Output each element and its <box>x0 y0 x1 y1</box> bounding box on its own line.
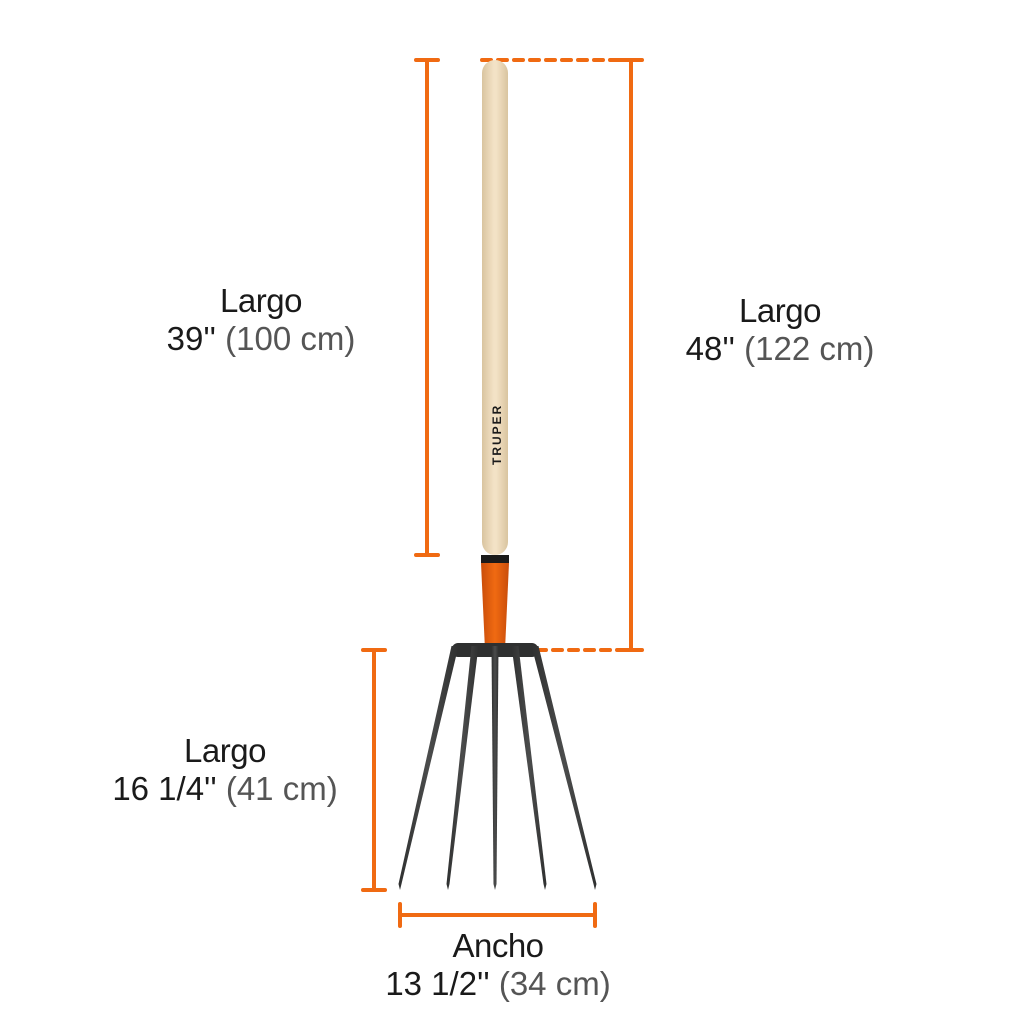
brand-mark: TRUPER <box>490 404 504 465</box>
dim-value: 48'' (122 cm) <box>686 330 875 368</box>
diagram-stage: Largo 39'' (100 cm) Largo 48'' (122 cm) … <box>0 0 1024 1024</box>
dim-name: Largo <box>112 732 337 770</box>
dim-label-width: Ancho 13 1/2'' (34 cm) <box>385 927 610 1003</box>
dim-label-handle-length: Largo 39'' (100 cm) <box>167 282 356 358</box>
dim-value: 16 1/4'' (41 cm) <box>112 770 337 808</box>
dim-name: Largo <box>167 282 356 320</box>
dim-value: 13 1/2'' (34 cm) <box>385 965 610 1003</box>
dim-name: Largo <box>686 292 875 330</box>
diagram-svg <box>0 0 1024 1024</box>
dim-value: 39'' (100 cm) <box>167 320 356 358</box>
dim-label-head-length: Largo 16 1/4'' (41 cm) <box>112 732 337 808</box>
dim-label-total-length: Largo 48'' (122 cm) <box>686 292 875 368</box>
dim-name: Ancho <box>385 927 610 965</box>
